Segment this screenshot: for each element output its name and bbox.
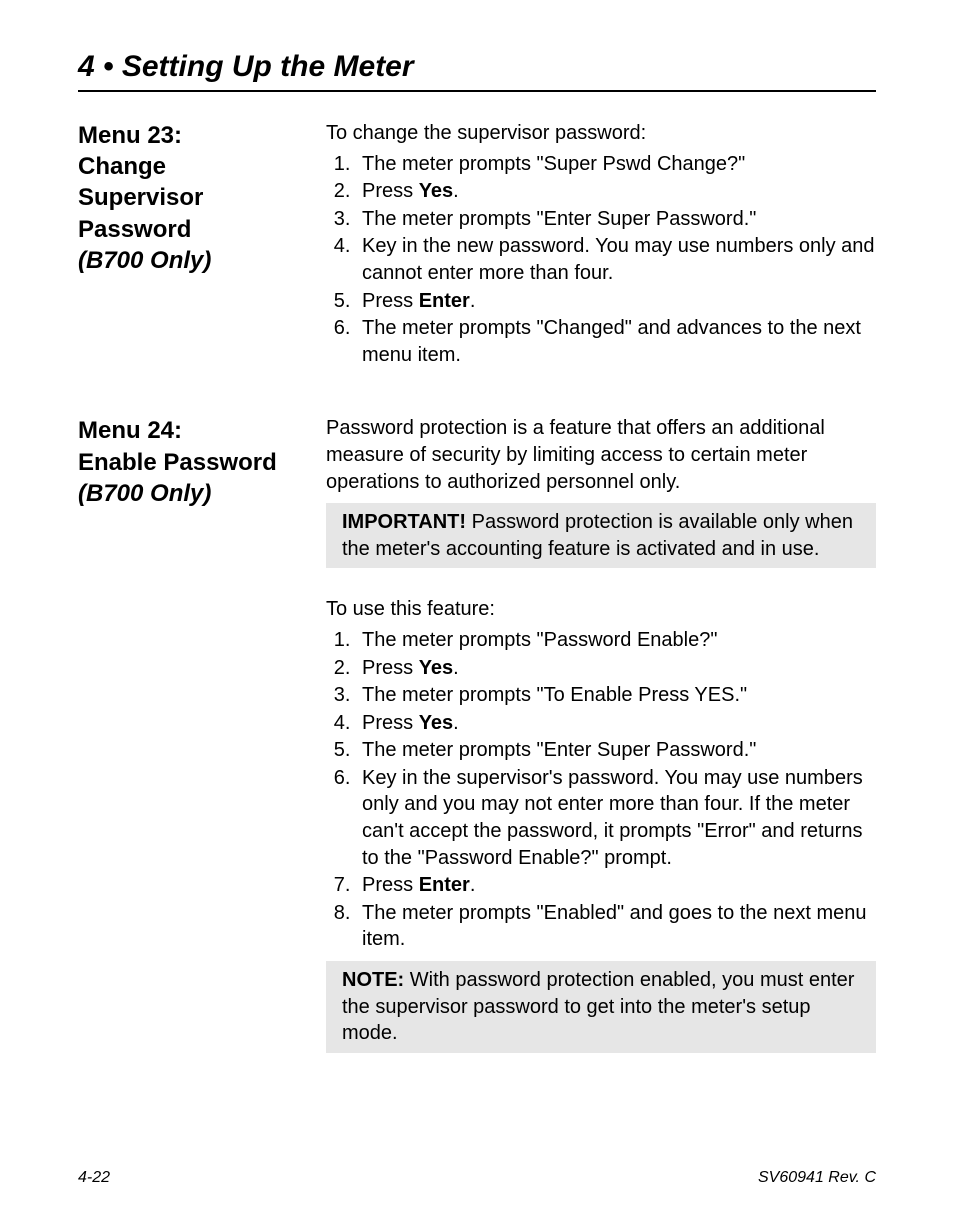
side-heading-container: Menu 23: Change Supervisor Password (B70…	[78, 120, 306, 369]
steps-list: The meter prompts "Password Enable?" Pre…	[326, 627, 876, 953]
heading-line: Menu 24:	[78, 417, 182, 444]
page: 4 • Setting Up the Meter Menu 23: Change…	[0, 0, 954, 1227]
side-heading-container: Menu 24: Enable Password (B700 Only)	[78, 415, 306, 1066]
body-paragraph: Password protection is a feature that of…	[326, 415, 876, 495]
important-note: IMPORTANT! Password protection is availa…	[326, 503, 876, 568]
spacer	[326, 582, 876, 596]
step-item: The meter prompts "Password Enable?"	[356, 627, 876, 654]
content-area: Menu 23: Change Supervisor Password (B70…	[78, 120, 876, 1149]
horizontal-rule	[78, 90, 876, 92]
step-item: The meter prompts "Enter Super Password.…	[356, 737, 876, 764]
page-footer: 4-22 SV60941 Rev. C	[78, 1149, 876, 1187]
side-heading: Menu 23: Change Supervisor Password (B70…	[78, 120, 306, 276]
step-item: Key in the new password. You may use num…	[356, 233, 876, 286]
heading-line: Enable Password	[78, 449, 277, 476]
section-body: To change the supervisor password: The m…	[326, 120, 876, 369]
heading-line: Password	[78, 216, 191, 243]
heading-tail-italic: (B700 Only)	[78, 247, 211, 274]
side-heading: Menu 24: Enable Password (B700 Only)	[78, 415, 306, 509]
intro-text: To change the supervisor password:	[326, 120, 876, 147]
heading-line: Menu 23:	[78, 122, 182, 149]
steps-list: The meter prompts "Super Pswd Change?" P…	[326, 151, 876, 369]
section-menu-24: Menu 24: Enable Password (B700 Only) Pas…	[78, 415, 876, 1066]
step-item: Press Enter.	[356, 872, 876, 899]
heading-tail-italic: (B700 Only)	[78, 480, 211, 507]
step-item: The meter prompts "Changed" and advances…	[356, 315, 876, 368]
step-item: Press Yes.	[356, 710, 876, 737]
step-item: The meter prompts "Super Pswd Change?"	[356, 151, 876, 178]
heading-line: Supervisor	[78, 184, 203, 211]
footer-page-number: 4-22	[78, 1169, 110, 1187]
step-item: Key in the supervisor's password. You ma…	[356, 765, 876, 871]
chapter-title: 4 • Setting Up the Meter	[78, 50, 876, 84]
note-box: NOTE: With password protection enabled, …	[326, 961, 876, 1053]
section-body: Password protection is a feature that of…	[326, 415, 876, 1066]
step-item: Press Yes.	[356, 655, 876, 682]
footer-revision: SV60941 Rev. C	[758, 1169, 876, 1187]
step-item: The meter prompts "To Enable Press YES."	[356, 682, 876, 709]
step-item: The meter prompts "Enabled" and goes to …	[356, 900, 876, 953]
step-item: The meter prompts "Enter Super Password.…	[356, 206, 876, 233]
section-menu-23: Menu 23: Change Supervisor Password (B70…	[78, 120, 876, 369]
heading-line: Change	[78, 153, 166, 180]
step-item: Press Enter.	[356, 288, 876, 315]
intro-text: To use this feature:	[326, 596, 876, 623]
step-item: Press Yes.	[356, 178, 876, 205]
